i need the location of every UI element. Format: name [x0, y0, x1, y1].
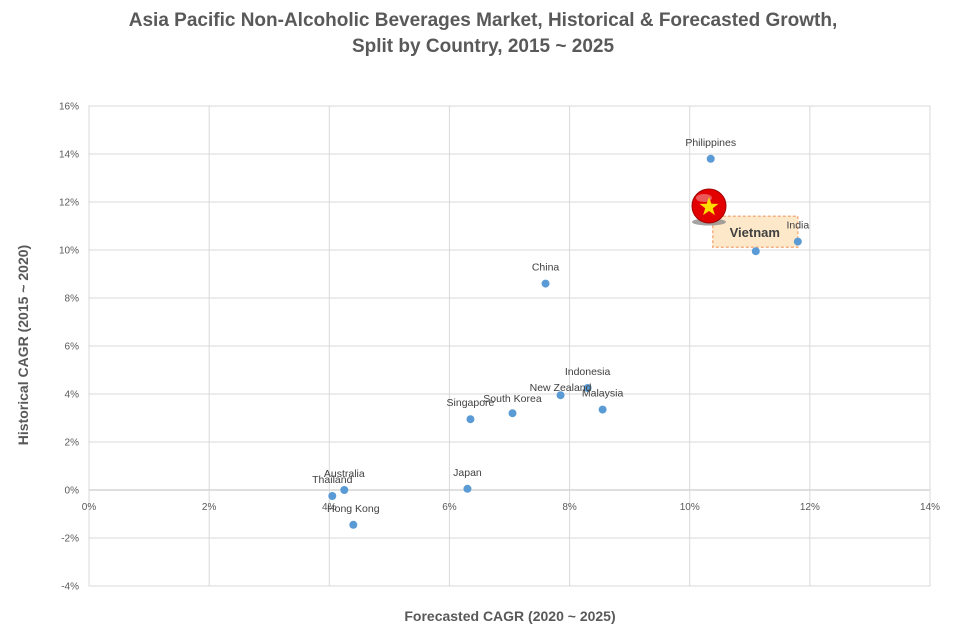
- x-tick-label: 0%: [82, 502, 97, 513]
- y-axis-label: Historical CAGR (2015 ~ 2020): [15, 244, 31, 446]
- point-label-japan: Japan: [453, 467, 482, 479]
- x-tick-label: 14%: [920, 502, 940, 513]
- point-label-china: China: [532, 262, 560, 274]
- y-tick-label: 4%: [65, 390, 80, 401]
- point-label-thailand: Thailand: [312, 474, 352, 486]
- y-tick-label: 16%: [59, 102, 79, 113]
- point-label-singapore: Singapore: [447, 397, 495, 409]
- data-points: [328, 154, 802, 529]
- x-tick-label: 8%: [562, 502, 577, 513]
- point-label-malaysia: Malaysia: [582, 388, 624, 400]
- data-point-philippines: [706, 154, 715, 163]
- data-point-malaysia: [598, 405, 607, 414]
- data-point-singapore: [466, 415, 475, 424]
- data-point-indonesia: [583, 384, 592, 392]
- y-tick-label: 2%: [65, 438, 80, 449]
- y-tick-label: -4%: [61, 582, 79, 593]
- point-label-australia: Australia: [324, 468, 365, 480]
- data-point-india: [793, 237, 802, 246]
- point-label-hong-kong: Hong Kong: [327, 503, 380, 515]
- y-tick-label: -2%: [61, 534, 79, 545]
- data-point-japan: [463, 484, 472, 493]
- x-tick-label: 6%: [442, 502, 457, 513]
- y-tick-label: 14%: [59, 150, 79, 161]
- data-point-australia: [340, 486, 349, 494]
- point-label-indonesia: Indonesia: [565, 366, 611, 378]
- y-tick-label: 0%: [65, 486, 80, 497]
- y-axis-ticks: -4% -2% 0% 2% 4% 6% 8% 10% 12% 14% 16%: [59, 102, 79, 593]
- data-point-new-zealand: [556, 391, 565, 400]
- y-tick-label: 10%: [59, 246, 79, 257]
- point-labels: Philippines India China Indonesia New Zealan…: [312, 137, 809, 515]
- data-point-hong-kong: [349, 520, 358, 529]
- vietnam-callout: Vietnam: [691, 188, 799, 248]
- vietnam-flag-icon: [691, 188, 727, 226]
- x-tick-label: 2%: [202, 502, 217, 513]
- data-point-vietnam: [751, 247, 760, 256]
- x-tick-label: 12%: [800, 502, 820, 513]
- chart-title-line-2: Split by Country, 2015 ~ 2025: [351, 36, 615, 57]
- vietnam-callout-box: [712, 215, 799, 248]
- y-tick-label: 12%: [59, 198, 79, 209]
- data-point-thailand: [328, 492, 337, 500]
- x-tick-label: 4%: [322, 502, 337, 513]
- chart-title-line-1: Asia Pacific Non-Alcoholic Beverages Mar…: [128, 10, 838, 31]
- point-label-philippines: Philippines: [685, 137, 736, 149]
- x-axis-label: Forecasted CAGR (2020 ~ 2025): [404, 608, 616, 624]
- x-axis-ticks: 0% 2% 4% 6% 8% 10% 12% 14%: [82, 502, 940, 513]
- data-point-south-korea: [508, 409, 517, 418]
- grid: [88, 105, 931, 587]
- point-label-india: India: [786, 220, 809, 232]
- y-tick-label: 8%: [65, 294, 80, 305]
- y-tick-label: 6%: [65, 342, 80, 353]
- point-label-south-korea: South Korea: [483, 393, 542, 405]
- x-tick-label: 10%: [680, 502, 700, 513]
- chart-title: Asia Pacific Non-Alcoholic Beverages Mar…: [0, 8, 966, 60]
- point-label-new-zealand: New Zealand: [530, 382, 592, 394]
- data-point-china: [541, 279, 550, 288]
- vietnam-callout-label: Vietnam: [730, 225, 780, 240]
